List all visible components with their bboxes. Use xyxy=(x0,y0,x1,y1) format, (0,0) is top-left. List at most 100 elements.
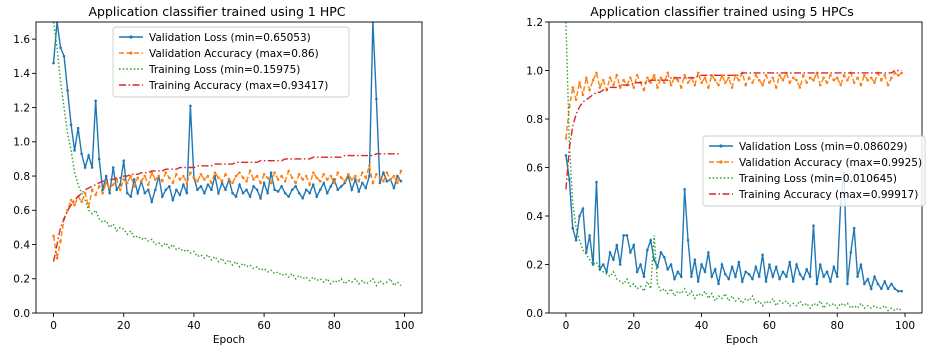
chart-right: Application classifier trained using 5 H… xyxy=(526,4,926,346)
chart-right-series-0-point xyxy=(652,258,656,261)
chart-left-series-0-point xyxy=(206,183,210,186)
chart-right-series-1-point xyxy=(880,78,883,82)
chart-right-series-0-point xyxy=(859,263,863,266)
chart-right-series-1-point xyxy=(900,71,903,75)
chart-right-series-0-point xyxy=(605,270,608,274)
chart-left-series-1-point xyxy=(368,164,371,168)
chart-right-series-0-point xyxy=(581,207,585,211)
chart-right-ytick-label: 1.2 xyxy=(526,17,543,29)
chart-right-xlabel: Epoch xyxy=(726,334,758,346)
chart-right-series-0-point xyxy=(625,234,629,237)
chart-left-xtick-label: 20 xyxy=(117,320,130,332)
chart-right-series-0-point xyxy=(588,234,591,237)
chart-right-series-1-point xyxy=(822,76,825,80)
chart-left-series-1-point xyxy=(382,179,385,183)
chart-right-series-0-point xyxy=(713,268,717,271)
chart-left-series-1-point xyxy=(94,193,97,197)
chart-left-series-1-point xyxy=(125,181,129,185)
chart-right-series-0-point xyxy=(849,251,853,254)
chart-left-series-1-point xyxy=(52,234,55,238)
chart-left-series-2-line xyxy=(52,22,402,287)
chart-left-series-0-point xyxy=(94,99,97,103)
chart-left-series-0-point xyxy=(385,179,389,183)
chart-left-series-0-point xyxy=(252,185,255,188)
chart-left-series-1-point xyxy=(108,186,111,190)
chart-left-series-1-point xyxy=(259,181,262,185)
chart-left-series-0-point xyxy=(350,188,354,192)
chart-left-series-0-point xyxy=(290,188,294,192)
chart-left-legend-marker xyxy=(129,35,133,39)
chart-left-series-0-point xyxy=(52,61,55,65)
chart-left-series-0-point xyxy=(375,97,378,101)
chart-right-series-0-point xyxy=(886,287,890,291)
chart-left-series-0-point xyxy=(69,123,73,127)
chart-right-series-0-point xyxy=(856,275,859,278)
chart-left-xtick-label: 80 xyxy=(328,320,341,332)
chart-left-series-1-point xyxy=(238,171,241,174)
chart-right-legend: Validation Loss (min=0.086029) Validation… xyxy=(702,135,926,207)
chart-left-series-0-point xyxy=(245,188,248,192)
chart-right-ytick-label: 0.6 xyxy=(526,162,543,174)
chart-right-series-0-point xyxy=(696,280,700,283)
chart-right-series-0-point xyxy=(622,234,625,237)
chart-right-series-1-point xyxy=(632,86,636,89)
chart-left-series-0-point xyxy=(364,186,368,190)
chart-right-series-1-point xyxy=(781,78,785,82)
chart-left-series-0-point xyxy=(368,174,371,178)
chart-left-series-1-point xyxy=(315,176,319,180)
chart-right-series-1-point xyxy=(724,81,727,84)
chart-left-series-0-point xyxy=(357,190,361,193)
chart-right-series-0-point xyxy=(778,277,781,281)
chart-left-series-1-point xyxy=(311,171,315,174)
chart-right-series-0-point xyxy=(679,275,683,278)
chart-right-series-0-point xyxy=(808,275,812,278)
chart-right-series-3-line xyxy=(565,69,902,190)
chart-left-series-0-point xyxy=(304,188,308,192)
chart-left-legend-entry: Training Loss (min=0.15975) xyxy=(148,64,300,76)
chart-left-series-0-point xyxy=(354,178,357,181)
chart-left-ytick-label: 0.4 xyxy=(13,239,30,251)
chart-right-series-0-point xyxy=(734,275,737,278)
chart-right-series-1-point xyxy=(747,76,751,80)
chart-left-series-1-point xyxy=(371,181,375,185)
chart-left-series-0-point xyxy=(273,188,276,192)
chart-left-series-0-point xyxy=(276,190,280,193)
chart-left-series-0-point xyxy=(83,166,87,169)
chart-left-series-0-point xyxy=(125,191,129,195)
chart-right-series-1-point xyxy=(734,74,737,77)
chart-left-series-1-line xyxy=(52,165,402,259)
chart-left-series-0-point xyxy=(318,188,322,192)
chart-left-series-0-point xyxy=(392,186,396,190)
chart-left-series-1-point xyxy=(90,188,94,192)
chart-left-series-0-point xyxy=(396,174,399,178)
chart-right-series-1-point xyxy=(818,83,822,87)
chart-right-series-0-point xyxy=(727,277,731,281)
chart-left-legend-entry: Training Accuracy (max=0.93417) xyxy=(148,80,328,92)
chart-right-series-0-point xyxy=(791,280,795,283)
chart-right-series-1-point xyxy=(883,74,886,77)
chart-left-series-1-point xyxy=(375,173,378,176)
chart-left-series-0-point xyxy=(217,191,220,195)
chart-left-series-1-point xyxy=(196,179,199,183)
chart-right-series-1-point xyxy=(846,78,849,82)
chart-left-series-0-point xyxy=(185,191,189,195)
chart-right-series-1-point xyxy=(835,76,839,80)
chart-left-series-0-point xyxy=(136,191,140,195)
chart-right-ytick-label: 0.2 xyxy=(526,259,543,271)
chart-left-series-0-point xyxy=(325,191,329,195)
chart-right-series-1-point xyxy=(571,86,575,89)
chart-left-series-1-point xyxy=(224,173,227,176)
chart-right-series-1-point xyxy=(866,78,870,82)
chart-right-legend-entry: Validation Loss (min=0.086029) xyxy=(739,141,907,153)
chart-right-series-1-point xyxy=(652,74,656,77)
chart-right-series-0-point xyxy=(690,275,693,278)
chart-right-series-0-point xyxy=(707,251,710,254)
chart-left-series-0-point xyxy=(97,157,101,161)
chart-left-series-1-point xyxy=(59,239,62,243)
chart-right-series-1-point xyxy=(612,83,615,87)
chart-right-series-0-point xyxy=(835,275,839,278)
chart-left-series-1-point xyxy=(213,171,217,174)
chart-right-series-1-point xyxy=(649,81,653,84)
chart-right-series-1-point xyxy=(717,83,720,87)
chart-left-series-0-point xyxy=(248,195,252,198)
